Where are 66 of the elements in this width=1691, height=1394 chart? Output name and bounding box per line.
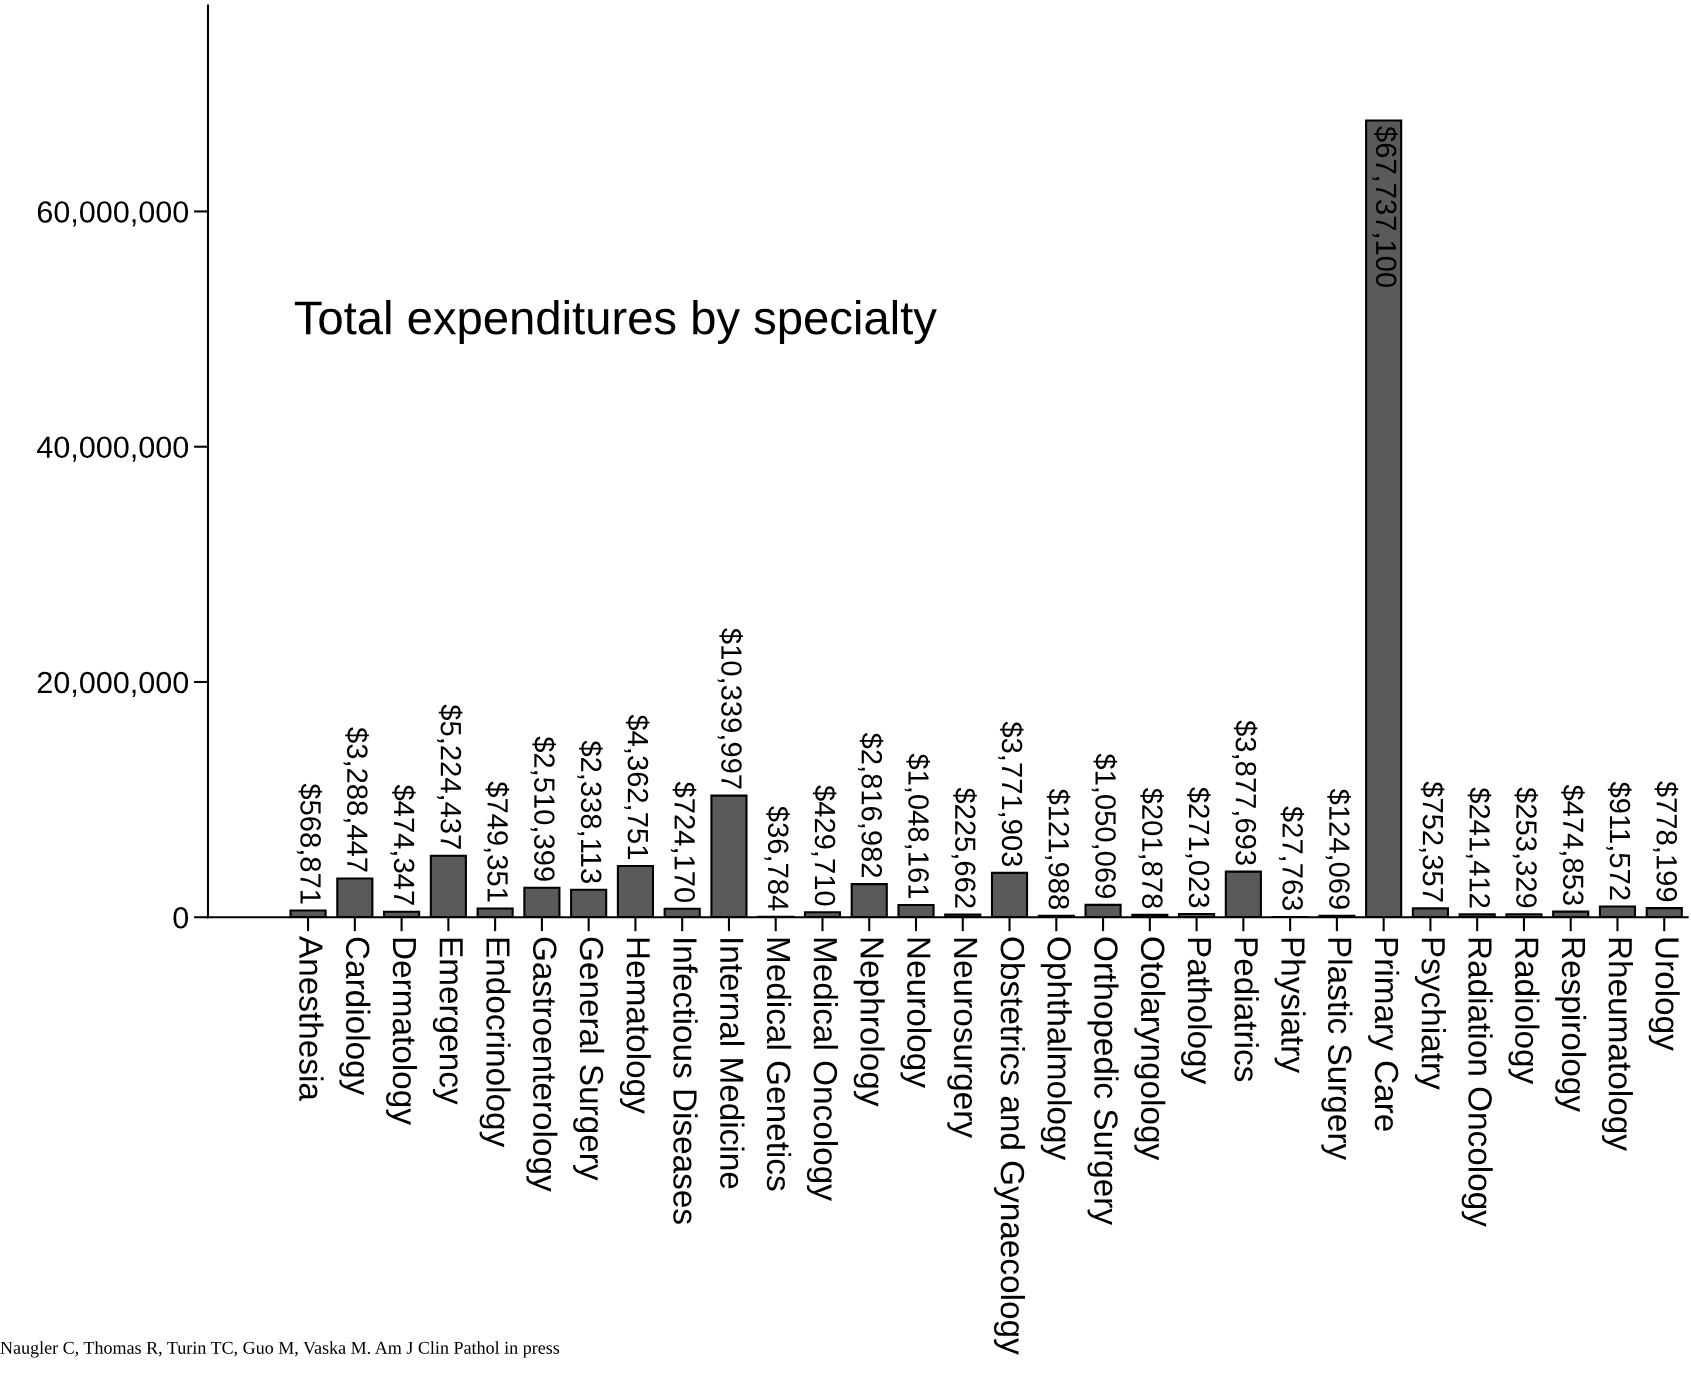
data-label: $1,050,069 bbox=[1091, 753, 1118, 898]
data-label: $36,784 bbox=[764, 806, 790, 911]
data-label: $4,362,751 bbox=[624, 714, 650, 859]
x-tick-label: Neurology bbox=[900, 938, 932, 1088]
data-label: $474,347 bbox=[390, 784, 416, 905]
data-label: $225,662 bbox=[951, 787, 977, 908]
x-tick-label: Primary Care bbox=[1368, 938, 1400, 1131]
data-label: $27,763 bbox=[1278, 806, 1305, 911]
x-tick-label: Internal Medicine bbox=[720, 939, 745, 1189]
x-tick-label: Infectious Diseases bbox=[673, 939, 698, 1224]
data-label: $911,572 bbox=[1606, 781, 1632, 900]
x-tick-label: Emergency bbox=[432, 938, 463, 1105]
data-label: $5,224,437 bbox=[437, 704, 463, 849]
data-label: $2,510,399 bbox=[530, 736, 556, 881]
x-tick-label: Anesthesia bbox=[299, 936, 324, 1101]
y-tick-label: 0 bbox=[173, 906, 189, 929]
data-label: $121,988 bbox=[1045, 788, 1071, 910]
data-label: $568,871 bbox=[296, 783, 323, 904]
x-tick-label: Medical Genetics bbox=[766, 938, 792, 1191]
x-tick-label: Neurosurgery bbox=[947, 938, 978, 1138]
y-tick-label: 60,000,000 bbox=[37, 201, 189, 227]
data-label: $124,069 bbox=[1325, 788, 1351, 909]
y-tick-label: 40,000,000 bbox=[37, 436, 189, 462]
x-tick-label: Gastroenterology bbox=[526, 937, 558, 1192]
data-label: $67,737,100 bbox=[1372, 126, 1398, 288]
x-tick-label: Urology bbox=[1648, 938, 1680, 1051]
x-tick-label: Psychiatry bbox=[1414, 938, 1446, 1090]
text: Naugler C, Thomas R, Turin TC, Guo M, Vaska M. Am J Clin Pathol in press bbox=[0, 1341, 560, 1358]
data-label: $749,351 bbox=[483, 781, 510, 902]
x-tick-label: Hematology bbox=[619, 938, 651, 1114]
x-tick-label: Ophthalmology bbox=[1040, 937, 1072, 1161]
x-tick-label: General Surgery bbox=[573, 937, 605, 1181]
text: Total expenditures by specialty bbox=[294, 299, 937, 344]
y-tick-label: 20,000,000 bbox=[37, 671, 189, 697]
x-tick-label: Respirology bbox=[1555, 938, 1587, 1112]
data-label: $474,853 bbox=[1559, 784, 1585, 905]
data-label: $271,023 bbox=[1185, 787, 1211, 908]
x-tick-label: Pathology bbox=[1181, 938, 1213, 1085]
data-label: $752,357 bbox=[1419, 781, 1445, 902]
data-label: $429,710 bbox=[811, 785, 837, 906]
data-label: $253,329 bbox=[1512, 787, 1538, 908]
x-tick-label: Cardiology bbox=[339, 937, 371, 1096]
data-label: $2,338,113 bbox=[577, 740, 603, 883]
x-tick-label: Endocrinology bbox=[479, 938, 511, 1148]
x-tick-label: Nephrology bbox=[853, 938, 885, 1107]
x-tick-label: Pediatrics bbox=[1234, 938, 1259, 1082]
x-tick-label: Dermatology bbox=[386, 938, 418, 1125]
x-tick-label: Rheumatology bbox=[1601, 938, 1634, 1151]
x-tick-label: Medical Oncology bbox=[806, 938, 839, 1201]
data-label: $1,048,161 bbox=[904, 753, 931, 898]
x-tick-label: Radiology bbox=[1508, 938, 1540, 1085]
x-tick-label: Plastic Surgery bbox=[1321, 938, 1353, 1161]
data-label: $241,412 bbox=[1465, 787, 1492, 908]
data-label: $724,170 bbox=[670, 781, 697, 903]
x-tick-label: Physiatry bbox=[1274, 938, 1306, 1074]
x-tick-label: Obstetrics and Gynaecology bbox=[994, 937, 1026, 1355]
data-label: $10,339,997 bbox=[717, 628, 743, 789]
data-label: $778,199 bbox=[1652, 781, 1679, 902]
data-label: $3,288,447 bbox=[343, 727, 369, 872]
data-label: $3,771,903 bbox=[998, 721, 1024, 867]
data-label: $201,878 bbox=[1138, 788, 1164, 909]
x-tick-label: Orthopedic Surgery bbox=[1087, 937, 1119, 1225]
x-tick-label: Otolaryngology bbox=[1134, 937, 1166, 1161]
data-label: $2,816,982 bbox=[857, 732, 884, 878]
data-label: $3,877,693 bbox=[1232, 720, 1258, 865]
x-tick-label: Radiation Oncology bbox=[1461, 938, 1493, 1227]
